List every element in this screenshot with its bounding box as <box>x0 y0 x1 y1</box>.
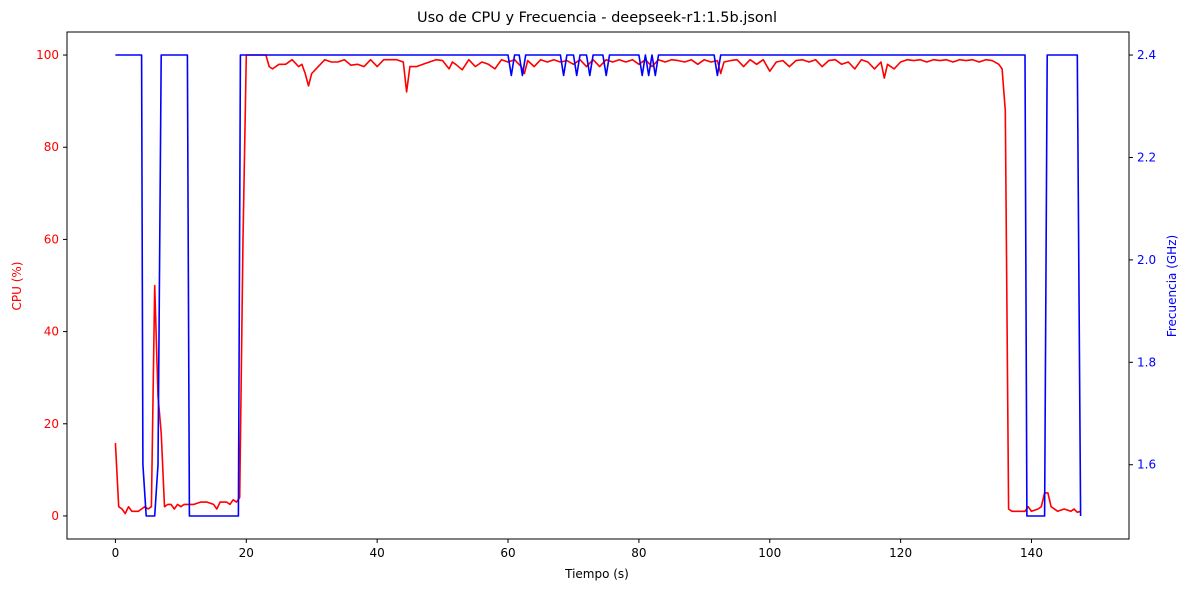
y-left-tick-label: 100 <box>36 48 59 62</box>
y-axis-left: 0 20 40 60 80 100 <box>36 48 67 523</box>
plot-area <box>66 31 1130 540</box>
y-right-tick-label: 1.8 <box>1137 355 1156 369</box>
frequency-line <box>115 54 1082 517</box>
x-tick-label: 60 <box>500 546 515 560</box>
x-tick-label: 80 <box>631 546 646 560</box>
y-left-tick-label: 20 <box>44 417 59 431</box>
y-axis-right: 1.6 1.8 2.0 2.2 2.4 <box>1129 48 1156 472</box>
y-left-tick-label: 40 <box>44 325 59 339</box>
y-right-tick-label: 2.0 <box>1137 253 1156 267</box>
x-tick-label: 140 <box>1020 546 1043 560</box>
y-right-tick-label: 1.6 <box>1137 458 1156 472</box>
y-axis-left-title: CPU (%) <box>10 262 24 311</box>
y-left-tick-label: 80 <box>44 140 59 154</box>
x-axis: 0 20 40 60 80 100 120 140 <box>112 539 1043 560</box>
x-tick-label: 20 <box>239 546 254 560</box>
x-tick-label: 120 <box>889 546 912 560</box>
y-axis-right-title: Frecuencia (GHz) <box>1165 235 1179 337</box>
x-tick-label: 0 <box>112 546 120 560</box>
cpu-line <box>114 54 1081 515</box>
x-axis-title: Tiempo (s) <box>564 567 629 581</box>
x-tick-label: 40 <box>370 546 385 560</box>
y-left-tick-label: 0 <box>51 509 59 523</box>
y-left-tick-label: 60 <box>44 232 59 246</box>
y-right-tick-label: 2.4 <box>1137 48 1156 62</box>
y-right-tick-label: 2.2 <box>1137 150 1156 164</box>
plot-frame <box>66 31 1130 540</box>
chart-title: Uso de CPU y Frecuencia - deepseek-r1:1.… <box>417 10 777 26</box>
x-tick-label: 100 <box>758 546 781 560</box>
